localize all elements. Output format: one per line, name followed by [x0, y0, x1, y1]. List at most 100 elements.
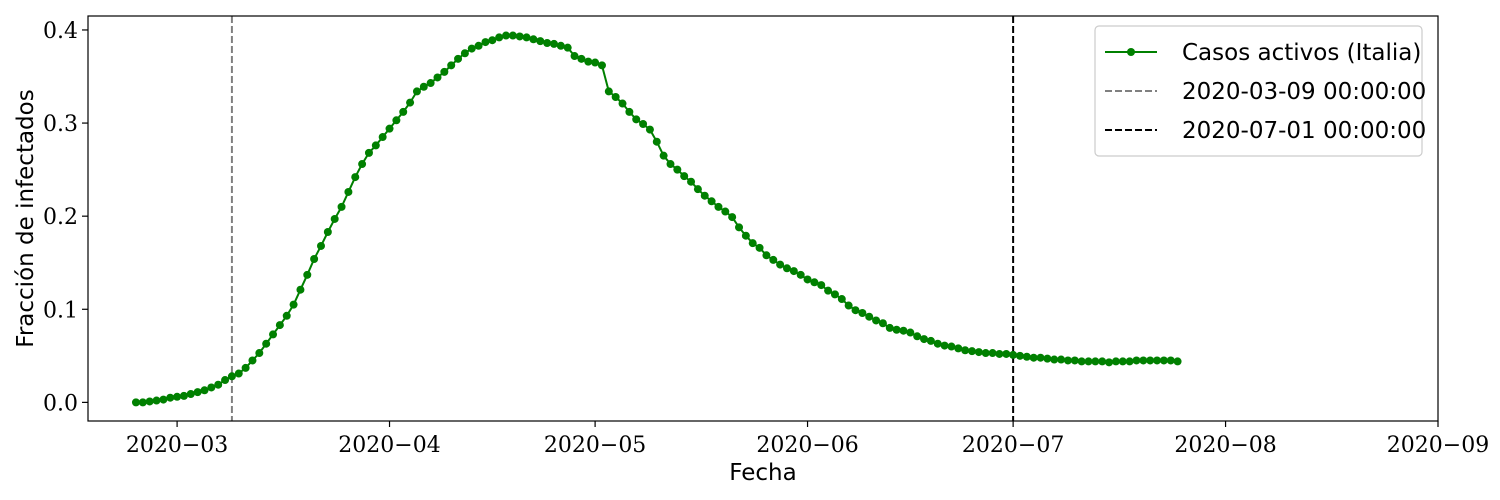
data-point: [433, 73, 442, 82]
data-point: [536, 37, 545, 46]
data-point: [474, 41, 483, 50]
data-point: [1063, 356, 1072, 365]
data-point: [1125, 357, 1134, 366]
data-point: [611, 93, 620, 101]
data-point: [762, 251, 771, 260]
data-point: [227, 372, 236, 381]
data-point: [721, 207, 730, 216]
data-point: [974, 348, 983, 357]
data-point: [1105, 358, 1114, 367]
data-point: [234, 369, 243, 378]
data-point: [166, 393, 175, 402]
data-point: [1057, 355, 1066, 364]
data-point: [899, 326, 908, 335]
data-point: [296, 285, 305, 294]
data-point: [1015, 351, 1024, 360]
data-point: [707, 197, 716, 206]
data-point: [159, 395, 168, 404]
data-point: [666, 160, 675, 169]
series-line-casos-activos: [135, 34, 1178, 404]
data-point: [741, 231, 750, 240]
data-point: [1166, 356, 1175, 365]
data-point: [152, 396, 161, 405]
x-tick-label: 2020−09: [1387, 433, 1489, 458]
x-tick-label: 2020−08: [1174, 433, 1276, 458]
x-tick-label: 2020−05: [544, 433, 646, 458]
data-point: [837, 295, 846, 304]
data-point: [755, 243, 764, 252]
data-point: [447, 61, 456, 70]
x-axis-label: Fecha: [729, 460, 796, 486]
data-point: [885, 323, 894, 332]
data-point: [570, 52, 579, 61]
data-point: [378, 133, 387, 142]
data-point: [392, 116, 401, 125]
data-point: [796, 270, 805, 279]
data-point: [269, 330, 278, 339]
data-point: [920, 335, 929, 344]
data-point: [488, 36, 497, 45]
data-point: [556, 41, 565, 50]
data-point: [782, 264, 791, 273]
data-point: [255, 349, 264, 358]
data-point: [515, 32, 524, 41]
data-point: [1002, 349, 1011, 358]
data-point: [604, 87, 613, 96]
data-point: [1111, 357, 1120, 366]
x-tick-label: 2020−03: [126, 433, 228, 458]
data-point: [310, 255, 319, 263]
data-point: [1070, 356, 1079, 365]
data-point: [1146, 356, 1155, 365]
data-point: [563, 43, 572, 52]
data-point: [522, 33, 531, 42]
data-point: [1132, 356, 1141, 365]
data-point: [892, 325, 901, 334]
plot-frame: [87, 15, 1439, 422]
data-point: [714, 202, 723, 211]
data-point: [940, 341, 949, 350]
data-point: [145, 397, 154, 406]
data-point: [460, 49, 469, 58]
data-point: [1153, 356, 1162, 365]
data-point: [872, 316, 881, 325]
data-point: [543, 39, 552, 47]
legend: Casos activos (Italia) 2020-03-09 00:00:0…: [1094, 25, 1426, 157]
data-point: [865, 312, 874, 321]
x-tick-label: 2020−07: [962, 433, 1064, 458]
legend-label-1: 2020-03-09 00:00:00: [1182, 79, 1426, 105]
legend-box: [1094, 25, 1423, 157]
data-point: [988, 349, 997, 358]
legend-label-2: 2020-07-01 00:00:00: [1182, 118, 1426, 144]
data-point: [385, 124, 394, 133]
axes: 2020−03 2020−04 2020−05 2020−06 2020−07 2020−…: [13, 15, 1489, 486]
data-point: [810, 278, 819, 287]
data-point: [440, 67, 449, 76]
data-point: [186, 390, 195, 398]
y-tick-label: 0.0: [43, 391, 78, 416]
y-tick-label: 0.2: [43, 205, 78, 230]
data-point: [1043, 354, 1052, 363]
plot-area: [131, 16, 1182, 421]
data-point: [748, 239, 757, 248]
data-point: [858, 309, 867, 317]
data-point: [303, 270, 312, 279]
data-point: [138, 398, 147, 407]
data-point: [173, 392, 182, 401]
data-point: [584, 57, 593, 66]
data-point: [981, 349, 990, 358]
x-tick-label: 2020−06: [756, 433, 858, 458]
data-point: [214, 380, 223, 389]
data-point: [735, 223, 744, 232]
data-point: [330, 214, 339, 223]
y-tick-label: 0.4: [43, 19, 78, 44]
data-point: [502, 31, 511, 40]
data-point: [1118, 357, 1127, 366]
data-point: [652, 137, 661, 146]
data-point: [344, 187, 353, 196]
data-point: [399, 107, 408, 116]
data-point: [131, 398, 140, 407]
data-point: [1022, 352, 1031, 361]
legend-marker-0: [1127, 48, 1135, 56]
data-point: [495, 33, 504, 42]
